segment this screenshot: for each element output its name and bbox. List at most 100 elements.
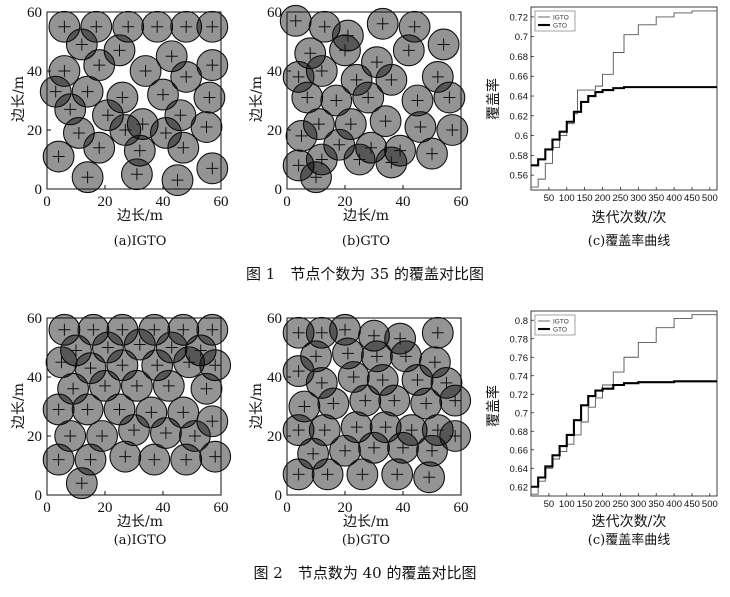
fig1-panel-a: 0 20 40 60 0 20 40 60	[27, 5, 229, 210]
sensor-node-marker	[426, 147, 438, 160]
fig2-caption: 图 2 节点数为 40 的覆盖对比图	[254, 564, 477, 582]
sensor-node-marker	[206, 323, 219, 336]
sensor-node-marker	[209, 359, 222, 372]
sensor-node-marker	[370, 350, 383, 363]
sensor-node-marker	[64, 103, 77, 116]
x-tick-label: 50	[544, 499, 555, 510]
fig2-a-ylabel: 边长/m	[11, 383, 27, 429]
sensor-node-marker	[426, 444, 438, 457]
sensor-node-marker	[180, 20, 193, 33]
y-tick-label: 0	[275, 182, 283, 198]
y-tick-label: 0.78	[510, 334, 529, 345]
sensor-node-marker	[128, 424, 140, 437]
y-tick-label: 0	[35, 182, 43, 198]
sensor-node-marker	[362, 91, 375, 104]
y-tick-label: 0.62	[510, 482, 529, 493]
y-tick-label: 20	[27, 429, 42, 445]
y-tick-label: 0.56	[510, 171, 529, 182]
fig2-c-xlabel: 迭代次数/次	[592, 514, 667, 530]
fig1-c-ylabel: 覆盖率	[485, 78, 502, 120]
sensor-node-marker	[165, 341, 178, 354]
series-line-gto	[531, 380, 717, 488]
sensor-node-marker	[113, 403, 126, 416]
fig1-subcaption-c: (c)覆盖率曲线	[588, 233, 670, 249]
y-tick-label: 0.64	[510, 464, 529, 475]
sensor-node-marker	[151, 20, 164, 33]
sensor-node-marker	[171, 174, 184, 187]
series-line-gto	[531, 86, 717, 167]
sensor-node-marker	[130, 168, 143, 181]
sensor-node-marker	[411, 94, 424, 107]
x-tick-label: 300	[630, 193, 646, 204]
fig1-b-ylabel: 边长/m	[249, 76, 265, 122]
sensor-node-marker	[70, 344, 82, 357]
sensor-node-marker	[376, 373, 389, 386]
sensor-node-marker	[157, 88, 169, 101]
sensor-node-marker	[391, 468, 404, 481]
sensor-node-marker	[339, 444, 351, 457]
x-tick-label: 0	[283, 194, 291, 210]
sensor-node-marker	[330, 94, 343, 107]
sensor-node-marker	[67, 382, 80, 395]
sensor-node-marker	[122, 20, 135, 33]
sensor-node-marker	[315, 153, 328, 166]
sensor-node-marker	[180, 453, 193, 466]
y-tick-label: 0.7	[515, 408, 528, 419]
x-tick-label: 20	[338, 500, 353, 516]
y-tick-label: 60	[267, 311, 282, 327]
x-tick-label: 100	[559, 499, 575, 510]
sensor-node-marker	[206, 162, 219, 175]
sensor-node-marker	[368, 329, 380, 342]
sensor-node-marker	[188, 430, 201, 442]
sensor-node-marker	[397, 441, 409, 454]
sensor-node-marker	[385, 156, 398, 169]
sensor-node-marker	[292, 468, 305, 481]
sensor-node-marker	[177, 406, 190, 419]
sensor-node-marker	[356, 468, 369, 481]
sensor-node-marker	[394, 332, 407, 345]
sensor-node-marker	[350, 73, 363, 86]
sensor-node-marker	[368, 441, 380, 454]
y-tick-label: 0	[275, 488, 283, 504]
fig1-a-xlabel: 边长/m	[117, 208, 163, 224]
sensor-node-marker	[292, 70, 305, 83]
y-tick-label: 0.58	[510, 151, 529, 162]
sensor-node-marker	[341, 347, 354, 360]
y-tick-label: 20	[267, 429, 282, 445]
y-tick-label: 0.74	[510, 371, 529, 382]
sensor-node-marker	[399, 350, 412, 363]
fig1-a-ylabel: 边长/m	[11, 76, 27, 122]
fig2-subcaption-b: (b)GTO	[342, 533, 390, 548]
sensor-node-marker	[200, 121, 213, 134]
fig1-subcaption-a: (a)IGTO	[114, 234, 167, 249]
fig1-b-xlabel: 边长/m	[343, 208, 389, 224]
series-line-igto	[531, 9, 718, 188]
x-tick-label: 300	[630, 499, 646, 510]
x-tick-label: 20	[98, 194, 113, 210]
sensor-node-marker	[292, 159, 305, 172]
sensor-node-marker	[52, 150, 65, 163]
plot-frame	[46, 11, 222, 190]
x-tick-label: 450	[684, 193, 700, 204]
fig2-subcaption-a: (a)IGTO	[114, 533, 167, 548]
x-tick-label: 400	[666, 499, 682, 510]
sensor-node-marker	[431, 424, 444, 437]
y-tick-label: 0.64	[510, 92, 529, 103]
sensor-node-marker	[318, 20, 331, 33]
sensor-node-marker	[87, 323, 100, 336]
sensor-node-marker	[52, 453, 65, 466]
sensor-node-marker	[203, 91, 216, 104]
sensor-node-marker	[301, 91, 314, 104]
sensor-node-marker	[145, 406, 158, 419]
x-tick-label: 350	[648, 193, 664, 204]
x-tick-label: 60	[214, 500, 229, 516]
y-tick-label: 60	[267, 5, 282, 21]
y-tick-label: 0.72	[510, 12, 529, 23]
fig2-a-xlabel: 边长/m	[117, 514, 163, 530]
sensor-node-marker	[353, 153, 366, 166]
sensor-node-marker	[165, 50, 178, 63]
fig1-c-xlabel: 迭代次数/次	[592, 210, 667, 226]
sensor-node-marker	[58, 323, 71, 336]
x-tick-label: 450	[684, 499, 700, 510]
sensor-node-marker	[394, 144, 407, 157]
